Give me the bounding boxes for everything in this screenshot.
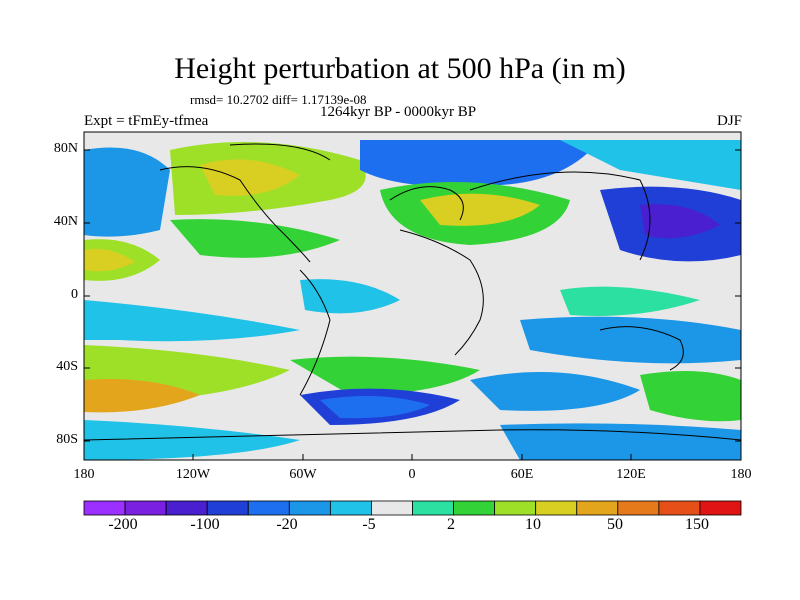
colorbar-swatch [453,500,496,516]
lon-tick-0: 0 [408,467,416,482]
lon-tick-120e: 120E [616,467,646,482]
colorbar-label: 50 [607,516,623,533]
colorbar-swatch [329,500,372,516]
colorbar-swatch [699,500,742,516]
stats-text: rmsd= 10.2702 diff= 1.17139e-08 [190,92,367,107]
lat-tick-80n: 80N [53,141,78,156]
lon-tick-120w: 120W [175,467,211,482]
colorbar-swatch [247,500,290,516]
colorbar-label: 2 [447,516,455,533]
colorbar-swatch [124,500,167,516]
season-label: DJF [716,113,742,129]
colorbar-label: 150 [685,516,709,533]
lat-tick-40n: 40N [53,214,78,229]
colorbar-swatch [165,500,208,516]
colorbar-swatch [617,500,660,516]
lon-tick-180w: 180 [73,467,95,482]
lat-tick-0: 0 [71,287,78,302]
colorbar-label: -100 [190,516,220,533]
lon-tick-60w: 60W [289,467,317,482]
colorbar-label: -200 [108,516,138,533]
colorbar-label: -20 [276,516,298,533]
colorbar-label: -5 [362,516,376,533]
colorbar-swatch [412,500,454,516]
period-label: 1264kyr BP - 0000kyr BP [320,104,477,120]
colorbar-swatch [371,500,413,516]
colorbar-swatch [658,500,701,516]
colorbar-swatch [206,500,249,516]
lat-tick-80s: 80S [56,432,78,447]
lat-tick-40s: 40S [56,359,78,374]
colorbar-label: 10 [525,516,541,533]
colorbar-swatch [83,500,126,516]
coastlines [84,143,741,441]
colorbar-swatch [576,500,619,516]
contour-field [84,132,741,460]
colorbar-swatch [288,500,331,516]
colorbar [83,500,742,516]
lon-tick-180e: 180 [730,467,752,482]
lon-tick-60e: 60E [510,467,534,482]
colorbar-swatch [535,500,578,516]
experiment-label: Expt = tFmEy-tfmea [84,113,209,129]
plot-title: Height perturbation at 500 hPa (in m) [174,52,626,85]
colorbar-swatch [494,500,537,516]
